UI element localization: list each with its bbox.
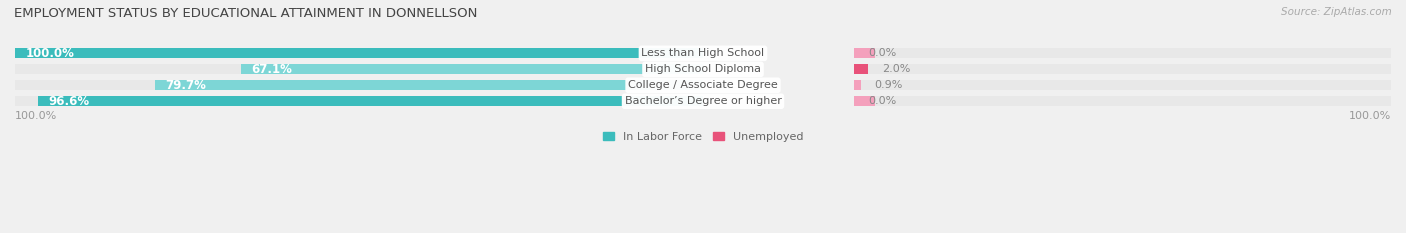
Text: Less than High School: Less than High School — [641, 48, 765, 58]
Bar — [855, 96, 875, 106]
Text: Bachelor’s Degree or higher: Bachelor’s Degree or higher — [624, 96, 782, 106]
Bar — [15, 48, 551, 58]
Text: 79.7%: 79.7% — [165, 79, 205, 92]
Bar — [855, 48, 875, 58]
Bar — [155, 80, 703, 90]
Bar — [242, 64, 703, 74]
Text: Source: ZipAtlas.com: Source: ZipAtlas.com — [1281, 7, 1392, 17]
Text: High School Diploma: High School Diploma — [645, 64, 761, 74]
Text: 100.0%: 100.0% — [1348, 111, 1391, 121]
Bar — [855, 80, 1391, 90]
Bar — [15, 48, 703, 58]
Text: College / Associate Degree: College / Associate Degree — [628, 80, 778, 90]
Text: 0.9%: 0.9% — [875, 80, 903, 90]
Bar — [855, 80, 860, 90]
Bar — [15, 64, 551, 74]
Text: 100.0%: 100.0% — [25, 47, 75, 60]
Text: 96.6%: 96.6% — [49, 95, 90, 108]
Bar — [855, 96, 1391, 106]
Text: EMPLOYMENT STATUS BY EDUCATIONAL ATTAINMENT IN DONNELLSON: EMPLOYMENT STATUS BY EDUCATIONAL ATTAINM… — [14, 7, 478, 20]
Text: 2.0%: 2.0% — [882, 64, 910, 74]
Text: 0.0%: 0.0% — [868, 96, 897, 106]
Bar — [15, 96, 551, 106]
Bar — [855, 64, 868, 74]
Legend: In Labor Force, Unemployed: In Labor Force, Unemployed — [603, 132, 803, 142]
Text: 100.0%: 100.0% — [15, 111, 58, 121]
Bar — [855, 64, 1391, 74]
Text: 67.1%: 67.1% — [252, 63, 292, 76]
Bar — [38, 96, 703, 106]
Text: 0.0%: 0.0% — [868, 48, 897, 58]
Bar — [15, 80, 551, 90]
Bar — [855, 48, 1391, 58]
